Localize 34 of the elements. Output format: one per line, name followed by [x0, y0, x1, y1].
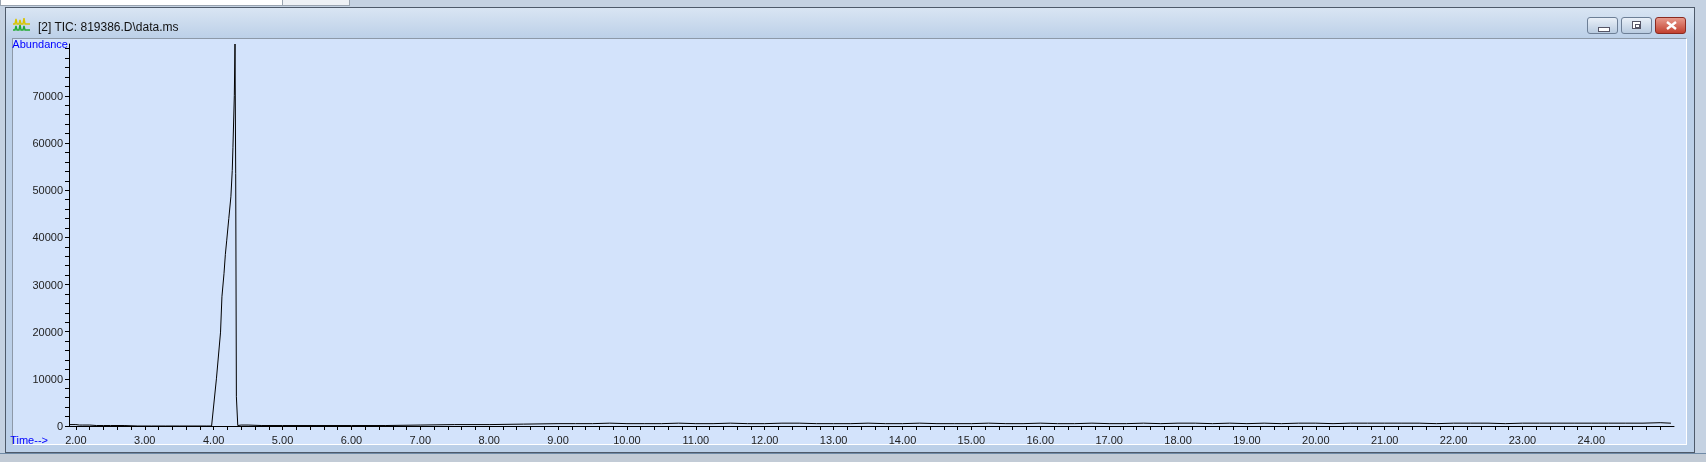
y-tick-label: 0 — [56, 420, 63, 432]
chart-title: [2] TIC: 819386.D\data.ms — [38, 20, 179, 34]
y-tick-label: 40000 — [32, 231, 63, 244]
x-tick-label: 2.00 — [65, 433, 87, 446]
x-tick-label: 9.00 — [547, 433, 569, 446]
y-axis-title: Abundance — [12, 38, 68, 50]
x-tick-label: 21.00 — [1370, 433, 1399, 446]
x-tick-label: 24.00 — [1577, 433, 1606, 446]
x-axis-title: Time--> — [10, 433, 48, 446]
x-tick-label: 8.00 — [478, 433, 500, 446]
x-tick-label: 10.00 — [613, 433, 641, 446]
x-tick-label: 3.00 — [134, 433, 156, 446]
x-tick-label: 12.00 — [750, 433, 779, 446]
x-tick-label: 11.00 — [682, 433, 710, 446]
x-tick-label: 19.00 — [1233, 433, 1261, 446]
y-tick-label: 50000 — [32, 184, 63, 197]
y-tick-label: 60000 — [32, 137, 63, 150]
x-tick-label: 17.00 — [1095, 433, 1123, 446]
x-tick-label: 4.00 — [202, 433, 225, 446]
x-tick-label: 16.00 — [1026, 433, 1055, 446]
x-tick-label: 18.00 — [1164, 433, 1192, 446]
x-tick-label: 6.00 — [340, 433, 363, 446]
x-tick-label: 14.00 — [888, 433, 917, 446]
x-tick-label: 7.00 — [409, 433, 432, 446]
x-tick-label: 23.00 — [1508, 433, 1537, 446]
y-tick-label: 10000 — [32, 372, 63, 385]
x-tick-label: 20.00 — [1302, 433, 1330, 446]
x-tick-label: 5.00 — [271, 433, 294, 446]
x-tick-label: 22.00 — [1439, 433, 1468, 446]
y-tick-label: 30000 — [32, 278, 63, 291]
y-tick-label: 20000 — [32, 325, 63, 338]
x-tick-label: 15.00 — [957, 433, 986, 446]
y-tick-label: 70000 — [32, 89, 63, 102]
x-tick-label: 13.00 — [819, 433, 848, 446]
